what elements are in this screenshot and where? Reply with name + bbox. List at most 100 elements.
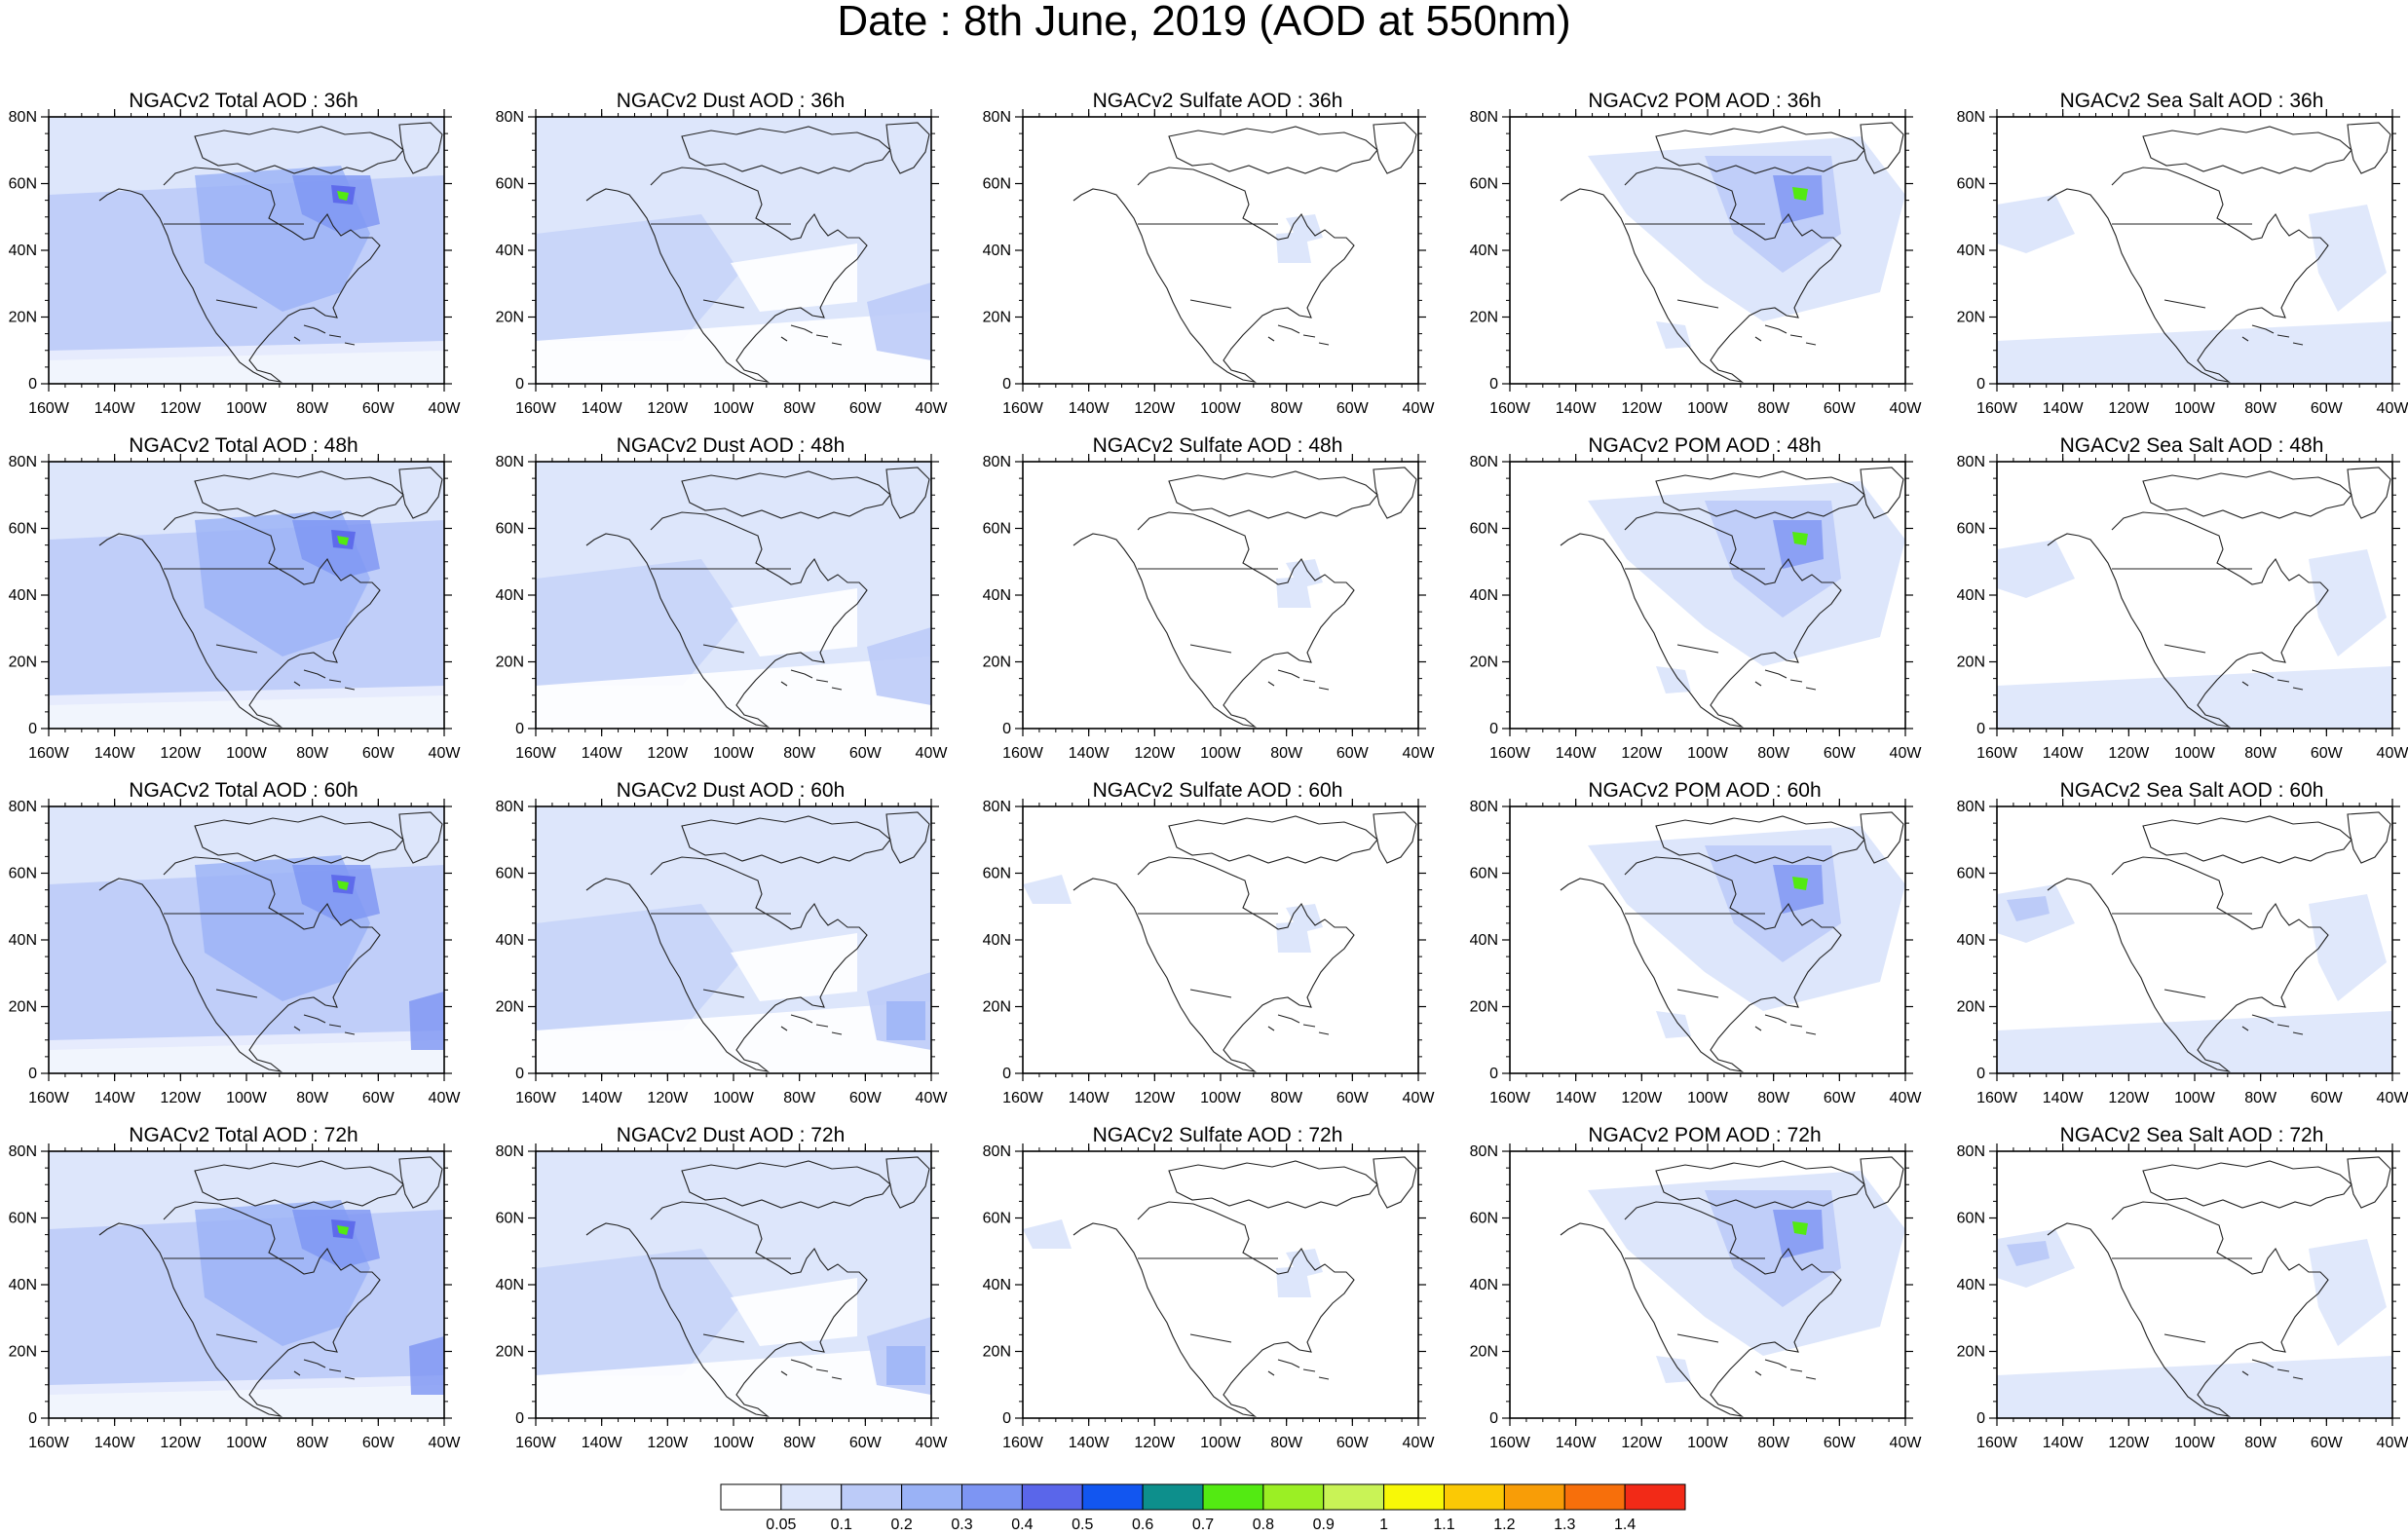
lon-tick-label: 140W [2043,745,2085,762]
coastline [1302,334,1316,338]
coastline [815,1024,829,1028]
lon-tick-label: 40W [2377,1435,2408,1451]
lon-tick-label: 140W [94,1090,136,1106]
lat-tick-label: 0 [515,376,524,393]
coastline [780,336,788,342]
lat-tick-label: 20N [496,999,524,1016]
lon-tick-label: 60W [362,745,395,762]
lat-tick-label: 0 [28,1066,37,1082]
lon-tick-label: 60W [1824,745,1857,762]
lon-tick-label: 40W [916,1435,949,1451]
coastline [1560,1201,1842,1417]
lon-tick-label: 100W [1200,745,1242,762]
lat-tick-label: 40N [1957,243,1985,259]
panel-title: NGACv2 Sea Salt AOD : 36h [2059,90,2324,112]
coastline [831,1376,843,1380]
map-plot: 80N 60N 40N 20N 0 160W 140W 120W 100W 80W 60W 40W [1957,799,2408,1106]
colorbar-swatch [1503,1483,1565,1511]
colorbar-swatch [1563,1483,1626,1511]
figure-title: Date : 8th June, 2019 (AOD at 550nm) [837,0,1571,45]
lon-tick-label: 160W [28,1090,70,1106]
coastline [303,324,326,334]
lat-tick-label: 60N [1957,866,1985,882]
lat-tick-label: 60N [496,521,524,538]
lon-tick-label: 120W [2108,400,2150,417]
lat-tick-label: 20N [983,310,1011,326]
lat-tick-label: 40N [496,587,524,604]
lat-tick-label: 80N [1470,109,1498,126]
colorbar-label: 0.4 [1011,1517,1033,1533]
colorbar-swatch [1081,1483,1144,1511]
lon-tick-label: 140W [582,1090,623,1106]
coastline [1676,299,1719,309]
lat-tick-label: 80N [1470,1143,1498,1160]
coastline [885,811,930,864]
coastline [790,669,813,679]
lat-tick-label: 20N [496,655,524,671]
lon-tick-label: 100W [713,1090,755,1106]
colorbar-swatch [720,1483,782,1511]
map-panel: NGACv2 POM AOD : 72h 80N 60N 40N 20N 0 160W 140… [1461,1120,1948,1466]
coastline [1072,856,1355,1072]
colorbar-swatch [1383,1483,1445,1511]
lat-tick-label: 80N [983,1143,1011,1160]
coastline [2047,856,2329,1072]
lon-tick-label: 120W [647,1435,689,1451]
lon-tick-label: 40W [429,745,462,762]
colorbar-label: 1.3 [1554,1517,1575,1533]
colorbar-swatch [1202,1483,1264,1511]
lon-tick-label: 60W [1336,1090,1370,1106]
coastline [790,1014,813,1024]
lon-tick-label: 140W [94,400,136,417]
lon-tick-label: 120W [1134,745,1176,762]
map-plot: 80N 60N 40N 20N 0 160W 140W 120W 100W 80W 60W 40W [1957,109,2408,417]
coastline [2241,336,2249,342]
coastline [2142,470,2352,519]
coastline [885,122,930,174]
coastline [1373,811,1417,864]
lon-tick-label: 100W [713,745,755,762]
colorbar-swatch [1323,1483,1385,1511]
colorbar-swatch [1142,1483,1204,1511]
map-plot: 80N 60N 40N 20N 0 160W 140W 120W 100W 80W 60W 40W [496,799,948,1106]
lon-tick-label: 140W [2043,1435,2085,1451]
colorbar-label: 1.4 [1614,1517,1636,1533]
panel-title: NGACv2 Sulfate AOD : 72h [1092,1124,1343,1146]
coastline [1655,470,1865,519]
lat-tick-label: 20N [496,1344,524,1361]
lat-tick-label: 60N [1470,176,1498,193]
map-panel: NGACv2 Sulfate AOD : 60h 80N 60N 40N 20N 0 160… [974,775,1461,1121]
lat-tick-label: 40N [983,243,1011,259]
coastline [1318,687,1330,691]
map-plot: 80N 60N 40N 20N 0 160W 140W 120W 100W 80W 60W 40W [1470,454,1922,762]
coastline [215,644,258,654]
lon-tick-label: 100W [2174,745,2216,762]
lat-tick-label: 60N [9,1211,37,1227]
lat-tick-label: 80N [1470,454,1498,470]
lat-tick-label: 20N [983,655,1011,671]
map-plot: 80N 60N 40N 20N 0 160W 140W 120W 100W 80W 60W 40W [9,454,462,762]
lat-tick-label: 60N [1470,521,1498,538]
colorbar: 0.05 0.1 0.2 0.3 0.4 0.5 0.6 0.7 0.8 0.9 1 1.1 1.2 1.… [719,1482,1687,1533]
lat-tick-label: 80N [9,109,37,126]
panel-title: NGACv2 POM AOD : 48h [1588,434,1822,457]
lon-tick-label: 80W [1757,1090,1790,1106]
lat-tick-label: 0 [515,1066,524,1082]
coastline [398,811,443,864]
colorbar-label: 0.1 [831,1517,852,1533]
coastline [815,334,829,338]
map-panel: NGACv2 Dust AOD : 72h 80N 60N 40N 20N 0 160W 14… [487,1120,974,1466]
coastline [2347,467,2391,519]
lon-tick-label: 120W [1621,745,1663,762]
coastline [831,342,843,346]
coastline [1072,1201,1355,1417]
lat-tick-label: 0 [1976,721,1985,737]
coastline [98,167,381,383]
lon-tick-label: 100W [1687,745,1729,762]
map-plot: 80N 60N 40N 20N 0 160W 140W 120W 100W 80W 60W 40W [983,454,1435,762]
map-plot: 80N 60N 40N 20N 0 160W 140W 120W 100W 80W 60W 40W [983,109,1435,417]
coastline [1277,1359,1300,1368]
lat-tick-label: 60N [1957,521,1985,538]
coastline [1373,122,1417,174]
map-panel: NGACv2 POM AOD : 60h 80N 60N 40N 20N 0 160W 140… [1461,775,1948,1121]
